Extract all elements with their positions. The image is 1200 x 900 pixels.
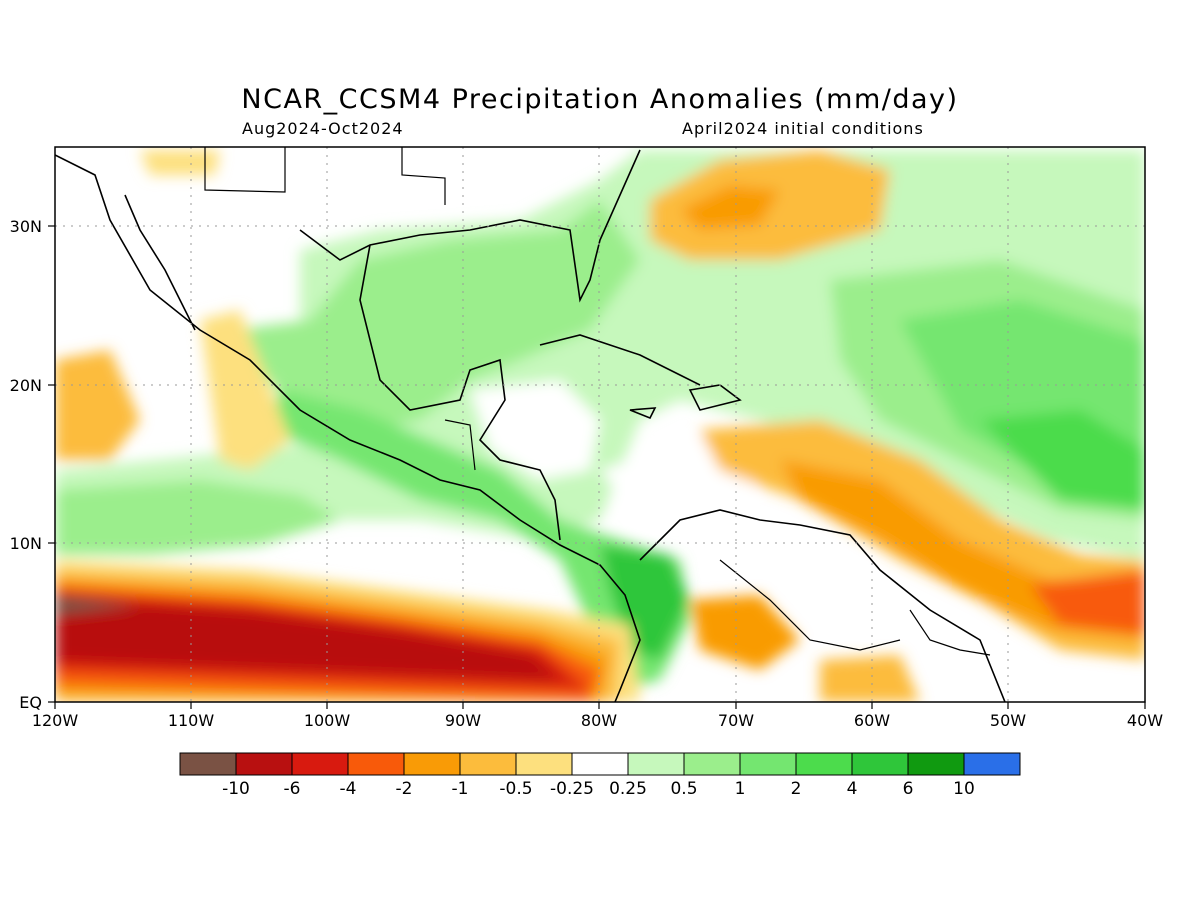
colorbar-swatch: [347, 752, 405, 776]
colorbar-swatch: [963, 752, 1021, 776]
dry-atlantic-north-core: [680, 185, 780, 230]
x-tick-label: 70W: [718, 711, 754, 730]
green-panama-max: [600, 545, 690, 660]
initial-conditions: April2024 initial conditions: [682, 119, 924, 138]
borders: [204, 147, 991, 656]
forecast-period: Aug2024-Oct2024: [242, 119, 404, 138]
coastlines: [55, 149, 1006, 702]
axis-ticks: [48, 225, 1146, 709]
pacific-coastline: [55, 154, 641, 702]
y-tick-label: 10N: [10, 534, 42, 553]
gulf-coast-north: [299, 149, 641, 303]
colorbar-swatch: [403, 752, 461, 776]
border-us-mexico-a: [204, 147, 286, 193]
x-tick-label: 60W: [854, 711, 890, 730]
chart-title: NCAR_CCSM4 Precipitation Anomalies (mm/d…: [241, 84, 959, 115]
x-tick-label: 120W: [32, 711, 79, 730]
south-america-north-coast: [639, 509, 1006, 702]
colorbar-swatch: [907, 752, 965, 776]
green-atlantic-max: [980, 410, 1145, 510]
colorbar-label: -10: [222, 779, 250, 799]
dry-mexico-north: [140, 150, 220, 175]
green-pacific-coast: [270, 390, 690, 690]
colorbar-label: 2: [791, 779, 802, 799]
dry-equatorial-max: [55, 595, 140, 615]
map-frame: [54, 146, 1146, 703]
colorbar-swatch: [515, 752, 573, 776]
gulf-coast-mexico: [359, 244, 561, 541]
colorbar-label: -1: [452, 779, 469, 799]
colorbar-swatch: [739, 752, 797, 776]
dry-guiana: [820, 655, 920, 702]
colorbar-label: 10: [953, 779, 975, 799]
x-axis-labels: 120W 110W 100W 90W 80W 70W 60W 50W 40W: [32, 711, 1163, 730]
colorbar-swatch: [235, 752, 293, 776]
x-tick-label: 90W: [445, 711, 481, 730]
border-guianas: [909, 609, 991, 656]
y-tick-label: 30N: [10, 217, 42, 236]
dry-baja-offshore: [200, 310, 290, 470]
colorbar-label: -6: [284, 779, 301, 799]
colorbar-boxes: [179, 752, 1021, 776]
green-gulf-region: [230, 200, 640, 430]
x-tick-label: 110W: [168, 711, 215, 730]
x-tick-label: 50W: [990, 711, 1026, 730]
colorbar-swatch: [795, 752, 853, 776]
y-tick-label: 20N: [10, 376, 42, 395]
colorbar-label: -0.5: [499, 779, 532, 799]
cuba: [539, 334, 701, 386]
colorbar-label: 4: [847, 779, 858, 799]
x-tick-label: 40W: [1127, 711, 1163, 730]
colorbar-label: 1: [735, 779, 746, 799]
x-tick-label: 100W: [304, 711, 351, 730]
x-tick-label: 80W: [581, 711, 617, 730]
border-us-mexico-b: [401, 147, 446, 205]
colorbar-label: -4: [340, 779, 357, 799]
colorbar-swatch: [683, 752, 741, 776]
green-east-pacific: [55, 480, 340, 555]
grid-lines: [55, 147, 1145, 702]
jamaica: [629, 407, 657, 420]
baja-california: [124, 194, 196, 331]
dry-atlantic-east-max: [1030, 570, 1145, 635]
colorbar-label: -0.25: [550, 779, 594, 799]
colorbar-label: -2: [396, 779, 413, 799]
colorbar-swatch: [627, 752, 685, 776]
dry-equatorial-l6: [55, 598, 560, 680]
colorbar-swatch: [459, 752, 517, 776]
hispaniola: [688, 384, 742, 411]
y-tick-label: EQ: [19, 693, 42, 712]
colorbar-label: 0.5: [670, 779, 697, 799]
colorbar-swatch: [179, 752, 237, 776]
colorbar-swatch: [291, 752, 349, 776]
border-guatemala: [444, 419, 476, 471]
colorbar-swatch: [571, 752, 629, 776]
colorbar-labels: -10 -6 -4 -2 -1 -0.5 -0.25 0.25 0.5 1 2 4 6 10: [222, 779, 975, 799]
colorbar-label: 6: [903, 779, 914, 799]
border-venezuela: [719, 559, 901, 651]
colorbar-label: 0.25: [609, 779, 647, 799]
dry-pacific-west: [55, 350, 140, 460]
y-axis-labels: EQ 10N 20N 30N: [10, 217, 42, 712]
dry-venezuela: [690, 595, 800, 670]
colorbar-swatch: [851, 752, 909, 776]
